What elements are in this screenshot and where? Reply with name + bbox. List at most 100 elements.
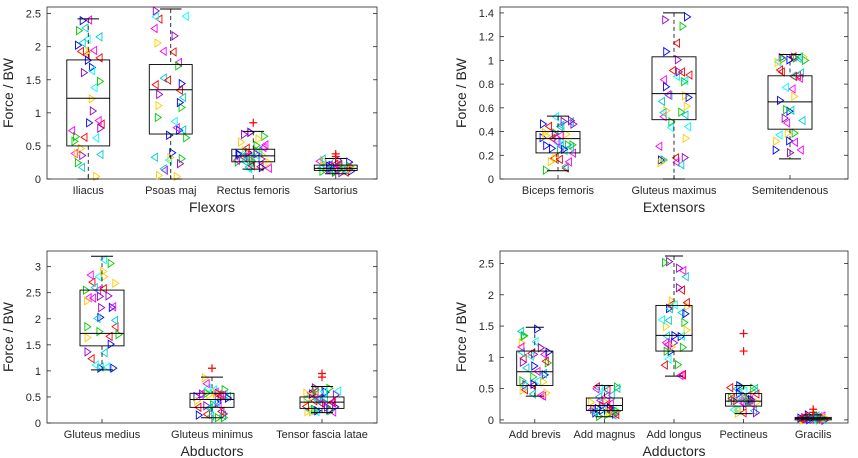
data-point [265,157,273,168]
data-point [681,152,690,163]
data-point [685,70,693,80]
data-point [178,92,187,103]
data-point [303,388,311,399]
data-point [775,65,783,75]
data-point [202,378,210,389]
data-point [788,84,796,94]
data-point [777,67,785,77]
data-point [561,144,569,155]
data-point [663,46,671,57]
x-tick-label: Add longus [646,429,702,441]
data-point [195,410,204,420]
y-tick-label: 1.5 [26,340,41,352]
data-point [526,351,535,362]
data-point [662,331,670,342]
x-tick-label: Biceps femoris [522,185,595,197]
y-tick-label: 0.5 [479,384,494,396]
data-point [551,112,559,122]
data-point [555,154,563,165]
data-point [308,388,316,399]
data-point [678,107,686,118]
data-point [547,156,556,167]
data-point [88,293,97,303]
data-point [670,300,678,310]
data-point [338,164,346,175]
data-point [95,31,103,42]
data-point [683,101,692,112]
data-point [112,278,120,289]
data-point [679,265,687,276]
data-point [159,164,167,174]
data-point [561,161,569,172]
data-point [544,121,553,132]
x-tick-label: Psoas maj [145,185,196,197]
box [585,397,623,411]
data-point [194,395,202,406]
data-point [176,97,185,108]
data-point [79,15,88,26]
data-point [614,382,622,392]
data-point [677,307,685,318]
data-point [775,130,783,140]
data-point [773,136,781,147]
data-point [155,100,163,111]
data-point [84,296,92,306]
data-point [261,139,269,150]
data-point [316,163,325,173]
x-tick-label: Add brevis [509,429,561,441]
data-point [178,78,187,89]
y-tick-label: 2.5 [479,259,494,271]
data-point [175,61,183,71]
data-point [662,257,670,268]
data-point [681,271,689,282]
data-point [560,116,568,127]
data-point [241,129,249,140]
y-tick-label: 0.8 [479,79,494,91]
data-point [684,301,692,312]
data-point [668,65,676,76]
y-tick-label: 0 [488,174,494,186]
x-tick-label: Gluteus medius [64,429,141,441]
data-point [96,362,104,372]
data-point [201,373,210,383]
y-tick-label: 0 [488,415,494,427]
data-point [729,404,737,415]
data-point [543,388,551,398]
data-point [160,165,168,176]
data-point [592,384,600,394]
data-point [67,125,76,136]
data-point [812,411,820,421]
data-point [539,349,548,360]
data-point [655,141,663,152]
x-tick-label: Gracilis [795,429,832,441]
data-point [611,409,620,420]
box [767,75,813,130]
y-tick-label: 0 [35,174,41,186]
data-point [255,134,263,144]
data-point [75,40,83,51]
data-point [782,118,791,128]
y-axis-label: Force / BW [453,301,469,372]
data-point [668,295,677,306]
data-point [665,303,673,314]
data-point [563,129,571,140]
data-point [97,123,105,134]
data-point [660,155,668,165]
data-point [320,393,329,403]
data-point [183,132,191,143]
data-point [152,6,161,16]
data-point [566,142,574,153]
box [66,59,111,147]
data-point [97,312,105,323]
data-point [537,342,546,353]
data-point [110,315,119,326]
data-point [662,14,670,25]
data-point [731,395,739,405]
data-point [97,76,105,87]
data-point [89,106,98,116]
data-point [238,151,246,162]
data-point [750,383,758,394]
data-point [151,79,159,90]
data-point [676,370,684,381]
data-point [668,342,677,352]
